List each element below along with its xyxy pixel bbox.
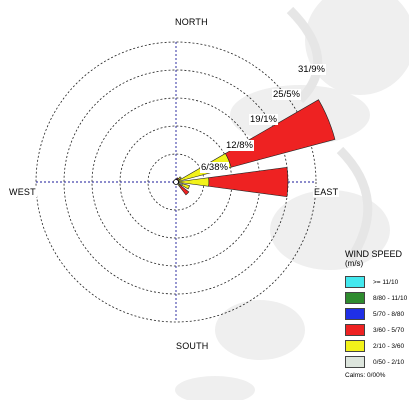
- ring-label-2: 12/8%: [225, 140, 254, 151]
- legend-swatch-4: [345, 324, 365, 336]
- legend-swatch-3: [345, 308, 365, 320]
- legend-label-3: 5/70 - 8/80: [373, 310, 405, 318]
- legend-swatch-5: [345, 340, 365, 352]
- north-label: NORTH: [174, 17, 209, 27]
- legend-swatch-1: [345, 276, 365, 288]
- ring-label-4: 25/5%: [272, 89, 301, 100]
- legend-item-6: 0/50 - 2/10: [345, 354, 409, 370]
- south-label: SOUTH: [175, 341, 210, 351]
- legend-swatch-6: [345, 356, 365, 368]
- legend-item-1: >= 11/10: [345, 274, 409, 290]
- legend-item-4: 3/60 - 5/70: [345, 322, 409, 338]
- legend-item-5: 2/10 - 3/60: [345, 338, 409, 354]
- legend-item-2: 8/80 - 11/10: [345, 290, 409, 306]
- legend-label-1: >= 11/10: [373, 278, 399, 286]
- legend-title: WIND SPEED: [345, 249, 403, 259]
- center-point: [173, 179, 179, 185]
- legend-swatch-2: [345, 292, 365, 304]
- legend-unit: (m/s): [345, 259, 364, 268]
- ring-label-3: 19/1%: [249, 114, 278, 125]
- legend-label-2: 8/80 - 11/10: [373, 294, 408, 302]
- ring-5: [35, 41, 317, 323]
- petal-3-segment-1: [178, 184, 190, 196]
- calms-text: Calms: 0/00%: [345, 372, 386, 379]
- ring-label-1: 6/38%: [200, 162, 229, 173]
- legend-label-4: 3/60 - 5/70: [373, 326, 405, 334]
- west-label: WEST: [8, 187, 37, 197]
- petal-1-segment-1: [208, 167, 289, 197]
- petal-2-segment-1: [181, 183, 190, 190]
- petal-0-segment-1: [225, 99, 336, 168]
- wind-speed-legend: WIND SPEED (m/s) >= 11/10 8/80 - 11/10 5…: [345, 249, 409, 399]
- legend-label-5: 2/10 - 3/60: [373, 342, 405, 350]
- east-label: EAST: [313, 187, 340, 197]
- legend-item-3: 5/70 - 8/80: [345, 306, 409, 322]
- ring-label-5: 31/9%: [297, 64, 326, 75]
- legend-label-6: 0/50 - 2/10: [373, 358, 405, 366]
